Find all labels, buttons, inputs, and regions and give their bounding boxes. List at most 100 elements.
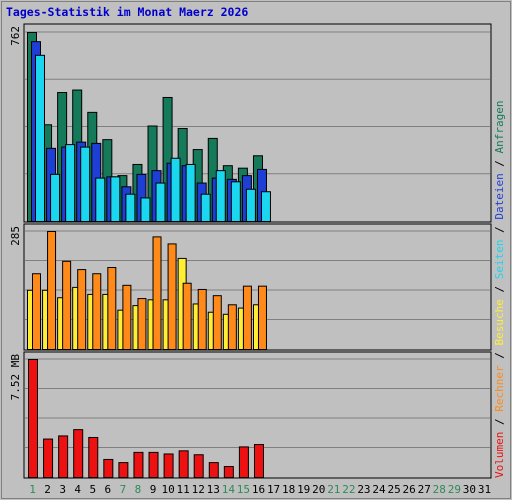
bar-rechner (257, 285, 267, 350)
legend-entry-anfragen: Anfragen (493, 100, 506, 153)
legend-entry-rechner: Rechner (493, 365, 506, 412)
chart-title: Tages-Statistik im Monat Maerz 2026 (6, 5, 248, 19)
chart-panel-1: 762 (9, 23, 492, 223)
bar-volumen (178, 450, 189, 478)
bar-rechner (227, 304, 237, 350)
bar-volumen (163, 453, 174, 479)
bar-rechner (167, 243, 177, 350)
x-tick-label: 16 (252, 483, 265, 496)
x-tick-label: 28 (433, 483, 446, 496)
x-tick-label: 26 (403, 483, 416, 496)
y-axis-max-label: 7.52 MB (9, 354, 22, 401)
x-tick-label: 18 (282, 483, 295, 496)
bar-rechner (47, 231, 57, 350)
bar-rechner (77, 269, 87, 350)
x-tick-label: 6 (105, 483, 112, 496)
bar-rechner (182, 282, 192, 351)
x-tick-label: 2 (44, 483, 51, 496)
bar-volumen (253, 444, 264, 479)
x-tick-label: 24 (372, 483, 386, 496)
bar-volumen (28, 359, 38, 478)
bar-rechner (62, 260, 72, 350)
bar-seiten (155, 182, 166, 222)
bar-seiten (65, 144, 76, 222)
bar-rechner (197, 288, 207, 350)
x-tick-label: 15 (237, 483, 250, 496)
x-tick-label: 21 (327, 483, 340, 496)
bar-volumen (118, 462, 129, 478)
y-axis-max-label: 762 (9, 26, 22, 46)
legend-separator: / (493, 346, 506, 366)
x-tick-label: 29 (448, 483, 461, 496)
legend-separator: / (493, 412, 506, 432)
bar-volumen (223, 466, 234, 479)
bar-volumen (133, 451, 144, 478)
bar-seiten (230, 181, 241, 222)
bar-volumen (193, 454, 204, 479)
bar-seiten (50, 173, 61, 222)
bar-volumen (43, 438, 54, 478)
bar-rechner (107, 267, 117, 351)
bar-rechner (137, 298, 147, 350)
x-tick-label: 11 (177, 483, 190, 496)
x-tick-label: 27 (418, 483, 431, 496)
legend-separator: / (493, 279, 506, 299)
x-tick-label: 1 (29, 483, 36, 496)
bar-volumen (148, 451, 159, 478)
bar-seiten (140, 197, 151, 223)
legend-entry-seiten: Seiten (493, 240, 506, 280)
bar-seiten (80, 146, 91, 222)
bar-rechner (212, 295, 222, 351)
x-tick-label: 31 (478, 483, 491, 496)
x-tick-label: 3 (59, 483, 66, 496)
legend-entry-besuche: Besuche (493, 299, 506, 345)
bar-seiten (95, 177, 106, 222)
bar-rechner (92, 273, 102, 350)
bar-volumen (73, 429, 84, 479)
x-tick-label: 20 (312, 483, 325, 496)
bar-seiten (170, 157, 181, 222)
bar-rechner (242, 285, 252, 350)
bar-seiten (125, 193, 136, 223)
x-tick-label: 17 (267, 483, 280, 496)
x-tick-label: 4 (74, 483, 81, 496)
x-tick-label: 14 (222, 483, 236, 496)
x-tick-label: 23 (357, 483, 370, 496)
bar-volumen (208, 462, 219, 478)
x-tick-label: 5 (89, 483, 96, 496)
bar-rechner (32, 273, 41, 350)
x-tick-label: 8 (135, 483, 142, 496)
x-tick-label: 7 (120, 483, 127, 496)
legend-entry-volumen: Volumen (493, 432, 506, 478)
bar-seiten (200, 193, 211, 223)
legend-separator: / (493, 220, 506, 240)
x-tick-label: 12 (192, 483, 205, 496)
legend-entry-dateien: Dateien (493, 173, 506, 219)
bar-seiten (245, 188, 256, 222)
chart-panel-2: 285 (9, 223, 492, 351)
legend-separator: / (493, 153, 506, 173)
x-tick-label: 25 (387, 483, 400, 496)
x-tick-label: 22 (342, 483, 355, 496)
y-axis-max-label: 285 (9, 226, 22, 246)
x-tick-label: 13 (207, 483, 220, 496)
bar-seiten (260, 191, 271, 222)
bar-rechner (152, 236, 162, 351)
bar-volumen (88, 436, 99, 478)
bar-seiten (35, 54, 45, 223)
bar-seiten (185, 163, 196, 223)
legend: Volumen / Rechner / Besuche / Seiten / D… (493, 100, 506, 478)
x-tick-label: 19 (297, 483, 310, 496)
bar-volumen (103, 458, 114, 478)
bar-seiten (110, 176, 121, 222)
bar-seiten (215, 170, 226, 223)
bar-rechner (122, 284, 132, 350)
chart-panel-3: 7.52 MB (9, 351, 492, 479)
x-tick-label: 10 (161, 483, 174, 496)
bar-volumen (58, 435, 69, 478)
bar-volumen (238, 446, 249, 478)
x-tick-label: 9 (150, 483, 157, 496)
x-tick-label: 30 (463, 483, 476, 496)
